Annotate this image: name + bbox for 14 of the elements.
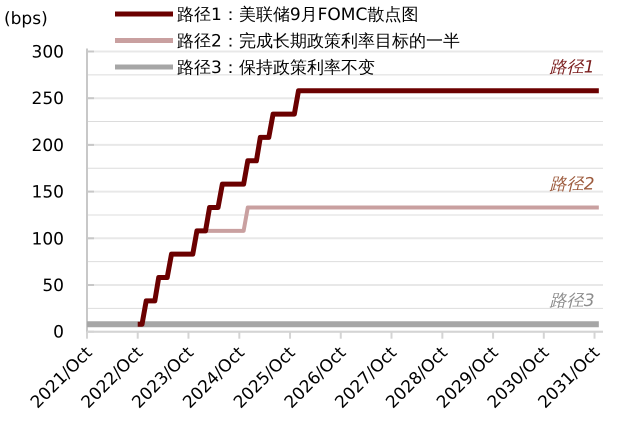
legend-label: 路径1：美联储9月FOMC散点图 <box>177 5 418 25</box>
y-tick-label: 250 <box>32 89 64 110</box>
y-tick-label: 150 <box>32 182 64 203</box>
legend-label: 路径2：完成长期政策利率目标的一半 <box>177 32 460 52</box>
y-axis-title: (bps) <box>4 9 48 29</box>
y-tick-label: 300 <box>32 42 64 62</box>
annotation: 路径3 <box>550 291 595 312</box>
y-tick-label: 0 <box>53 322 64 343</box>
legend-label: 路径3：保持政策利率不变 <box>177 58 375 78</box>
y-tick-label: 200 <box>32 136 64 156</box>
y-tick-label: 50 <box>42 276 64 296</box>
annotation: 路径1 <box>550 58 595 78</box>
annotation: 路径2 <box>550 174 595 194</box>
y-tick-label: 100 <box>32 229 64 250</box>
